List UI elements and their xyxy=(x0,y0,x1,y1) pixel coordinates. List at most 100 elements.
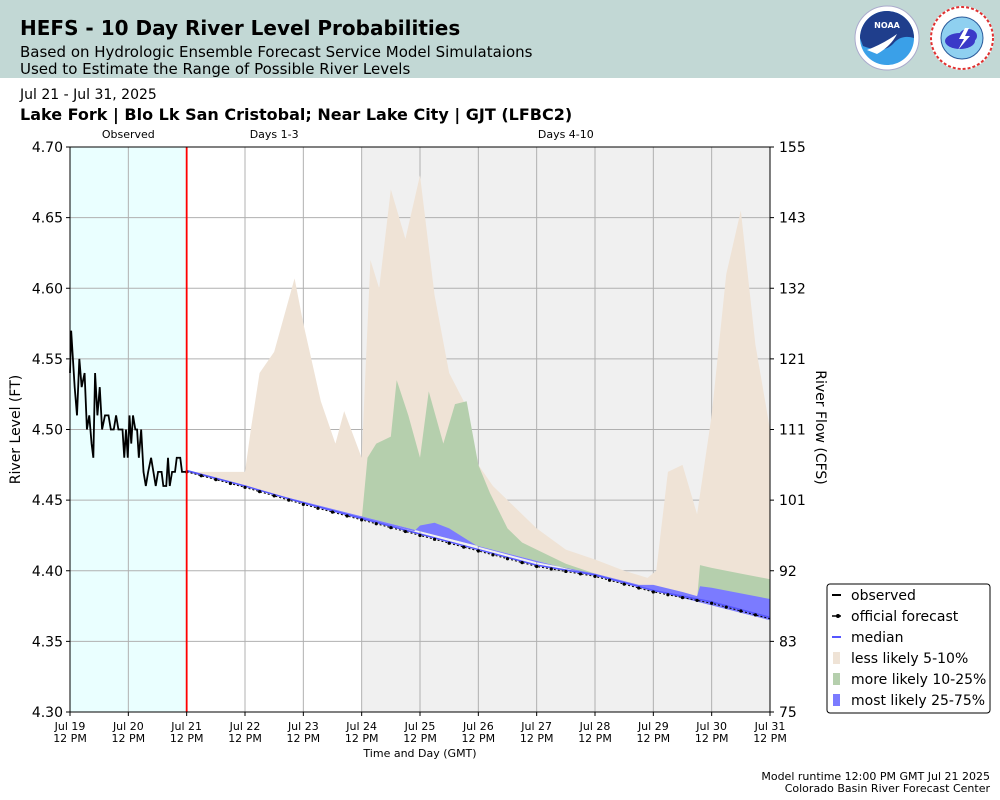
page-subtitle-line1: Based on Hydrologic Ensemble Forecast Se… xyxy=(20,43,533,61)
x-tick-date-3: Jul 22 xyxy=(229,720,261,733)
y-tick-label-7: 4.65 xyxy=(32,211,63,227)
forecast-point xyxy=(228,481,233,486)
forecast-point xyxy=(549,567,553,571)
forecast-point xyxy=(564,569,568,574)
forecast-point xyxy=(607,578,612,582)
forecast-point xyxy=(374,522,378,526)
forecast-point xyxy=(695,598,699,603)
x-tick-time-4: 12 PM xyxy=(287,732,321,745)
y-tick-label-5: 4.55 xyxy=(32,352,63,368)
forecast-point xyxy=(301,502,305,506)
forecast-point xyxy=(432,537,437,541)
x-tick-time-8: 12 PM xyxy=(520,732,554,745)
x-tick-date-2: Jul 21 xyxy=(170,720,202,733)
x-tick-time-11: 12 PM xyxy=(695,732,729,745)
x-tick-date-0: Jul 19 xyxy=(54,720,86,733)
forecast-point xyxy=(753,613,758,617)
forecast-point xyxy=(447,541,451,545)
forecast-point xyxy=(418,533,422,538)
region-label-0: Observed xyxy=(102,128,155,141)
legend-swatch-dot-forecast xyxy=(836,614,840,618)
y-axis-label: River Level (FT) xyxy=(8,375,24,484)
forecast-point xyxy=(666,593,670,597)
x-tick-time-9: 12 PM xyxy=(578,732,612,745)
forecast-point xyxy=(578,572,583,576)
y2-tick-label-1: 83 xyxy=(779,634,797,650)
page-title: HEFS - 10 Day River Level Probabilities xyxy=(20,16,461,40)
y-tick-label-1: 4.35 xyxy=(32,634,63,650)
noaa-logo: NOAA xyxy=(854,5,920,71)
y2-tick-label-3: 101 xyxy=(779,493,806,509)
forecast-point xyxy=(316,506,320,510)
header-banner: HEFS - 10 Day River Level Probabilities … xyxy=(0,0,1000,78)
forecast-point xyxy=(622,582,626,586)
legend-label-observed: observed xyxy=(851,588,916,604)
region-label-1: Days 1-3 xyxy=(250,128,299,141)
x-tick-date-5: Jul 24 xyxy=(345,720,377,733)
forecast-point xyxy=(739,609,743,613)
forecast-point xyxy=(272,494,276,498)
forecast-point xyxy=(214,478,218,482)
x-tick-time-3: 12 PM xyxy=(228,732,262,745)
x-tick-date-11: Jul 30 xyxy=(695,720,727,733)
forecast-point xyxy=(257,490,262,494)
forecast-point xyxy=(462,545,466,549)
svg-text:NOAA: NOAA xyxy=(874,21,900,30)
region-label-2: Days 4-10 xyxy=(538,128,594,141)
y-tick-label-6: 4.60 xyxy=(32,281,63,297)
x-tick-time-10: 12 PM xyxy=(637,732,671,745)
y2-tick-label-6: 132 xyxy=(779,281,806,297)
y-tick-label-8: 4.70 xyxy=(32,140,63,156)
forecast-point xyxy=(637,586,641,590)
y2-axis-label: River Flow (CFS) xyxy=(812,370,828,485)
legend-label-forecast: official forecast xyxy=(851,609,959,625)
x-tick-date-12: Jul 31 xyxy=(754,720,786,733)
legend-swatch-less_likely xyxy=(833,652,840,664)
forecast-point xyxy=(360,518,364,522)
forecast-point xyxy=(287,498,291,502)
date-range: Jul 21 - Jul 31, 2025 xyxy=(20,87,157,103)
y-tick-label-0: 4.30 xyxy=(32,705,63,721)
y-tick-label-2: 4.40 xyxy=(32,564,63,580)
forecast-point xyxy=(199,474,203,478)
x-tick-date-10: Jul 29 xyxy=(637,720,669,733)
legend-swatch-more_likely xyxy=(833,673,840,685)
forecast-point xyxy=(680,595,685,600)
forecast-point xyxy=(651,590,655,594)
x-tick-date-1: Jul 20 xyxy=(112,720,144,733)
x-tick-date-6: Jul 25 xyxy=(404,720,436,733)
forecast-point xyxy=(491,553,495,557)
forecast-point xyxy=(243,485,247,490)
x-tick-date-4: Jul 23 xyxy=(287,720,319,733)
x-tick-time-12: 12 PM xyxy=(753,732,787,745)
x-tick-time-7: 12 PM xyxy=(462,732,496,745)
y2-tick-label-7: 143 xyxy=(779,211,806,227)
forecast-point xyxy=(724,605,728,609)
x-tick-date-7: Jul 26 xyxy=(462,720,494,733)
y2-tick-label-8: 155 xyxy=(779,140,806,156)
forecast-point xyxy=(535,564,539,569)
official-forecast-line xyxy=(186,471,771,620)
x-tick-time-5: 12 PM xyxy=(345,732,379,745)
legend-label-most_likely: most likely 25-75% xyxy=(851,693,985,709)
x-tick-date-8: Jul 27 xyxy=(520,720,552,733)
forecast-point xyxy=(505,557,510,561)
forecast-point xyxy=(476,549,480,553)
x-tick-time-1: 12 PM xyxy=(112,732,146,745)
legend-box xyxy=(826,583,991,714)
model-runtime: Model runtime 12:00 PM GMT Jul 21 2025 xyxy=(761,770,990,783)
x-tick-time-2: 12 PM xyxy=(170,732,204,745)
y2-tick-label-0: 75 xyxy=(779,705,797,721)
page-subtitle-line2: Used to Estimate the Range of Possible R… xyxy=(20,60,411,78)
observed-line xyxy=(69,330,187,487)
x-axis-label: Time and Day (GMT) xyxy=(362,747,476,760)
forecast-point xyxy=(330,510,335,514)
forecast-point xyxy=(593,574,597,579)
y2-tick-label-4: 111 xyxy=(779,423,806,439)
nws-logo xyxy=(930,6,994,70)
forecast-point xyxy=(345,514,349,518)
x-tick-date-9: Jul 28 xyxy=(579,720,611,733)
legend-label-median: median xyxy=(851,630,903,646)
band-more-likely xyxy=(361,380,770,621)
